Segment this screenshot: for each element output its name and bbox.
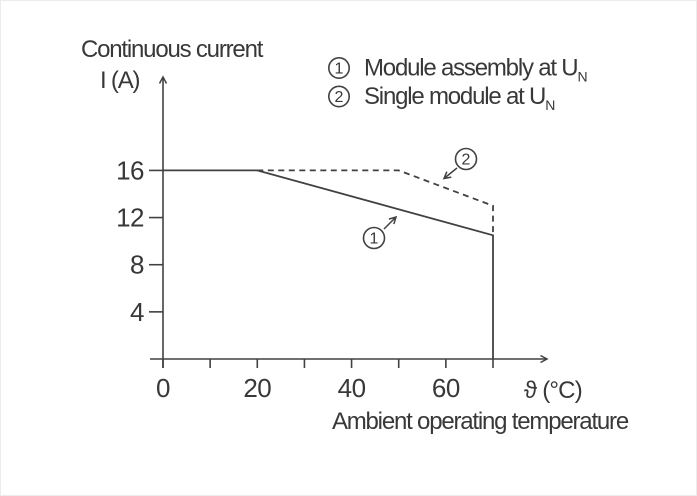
legend-label-2: Single module at UN xyxy=(364,83,555,113)
legend-label-1-subscript: N xyxy=(577,69,587,85)
legend-marker-1-circle-icon xyxy=(327,56,350,79)
legend-label-2-subscript: N xyxy=(545,97,555,113)
legend-item-2: 2 Single module at UN xyxy=(327,83,555,113)
y-tick-label: 4 xyxy=(130,297,144,327)
x-axis-unit-label: ϑ (°C) xyxy=(524,377,582,404)
legend-marker-1-number: 1 xyxy=(335,61,344,78)
legend-marker-2-circle-icon xyxy=(327,85,350,108)
legend-label-2-text: Single module at U xyxy=(364,83,545,110)
y-tick-label: 16 xyxy=(116,155,144,185)
annotation-1-circle-icon xyxy=(362,226,386,250)
annotation-1-arrow-icon xyxy=(383,215,398,230)
x-tick-label: 0 xyxy=(156,373,170,403)
x-tick-label: 60 xyxy=(432,373,460,403)
x-tick-label: 40 xyxy=(338,373,366,403)
annotation-2-number: 2 xyxy=(462,152,471,169)
annotation-2-circle-icon xyxy=(454,147,478,171)
y-tick-label: 12 xyxy=(116,203,144,233)
legend-label-1-text: Module assembly at U xyxy=(364,55,577,82)
curve-annotation-2: 2 xyxy=(442,147,478,180)
legend-marker-2-number: 2 xyxy=(335,89,344,106)
data-series-layer xyxy=(163,169,494,359)
x-tick-label: 20 xyxy=(243,373,271,403)
annotation-1-number: 1 xyxy=(370,231,379,248)
legend-label-1: Module assembly at UN xyxy=(364,55,587,85)
curve-annotation-1: 1 xyxy=(362,215,398,250)
series-line-1 xyxy=(163,169,494,359)
y-axis-title: Continuous current xyxy=(81,36,264,63)
legend: 1 Module assembly at UN 2 Single module … xyxy=(327,55,588,113)
legend-item-1: 1 Module assembly at UN xyxy=(327,55,588,85)
series-line-2 xyxy=(257,169,494,236)
y-tick-label: 8 xyxy=(130,250,144,280)
x-axis-caption: Ambient operating temperature xyxy=(332,408,629,435)
y-axis-unit-label: I (A) xyxy=(100,67,140,94)
annotation-2-arrow-icon xyxy=(442,167,458,180)
